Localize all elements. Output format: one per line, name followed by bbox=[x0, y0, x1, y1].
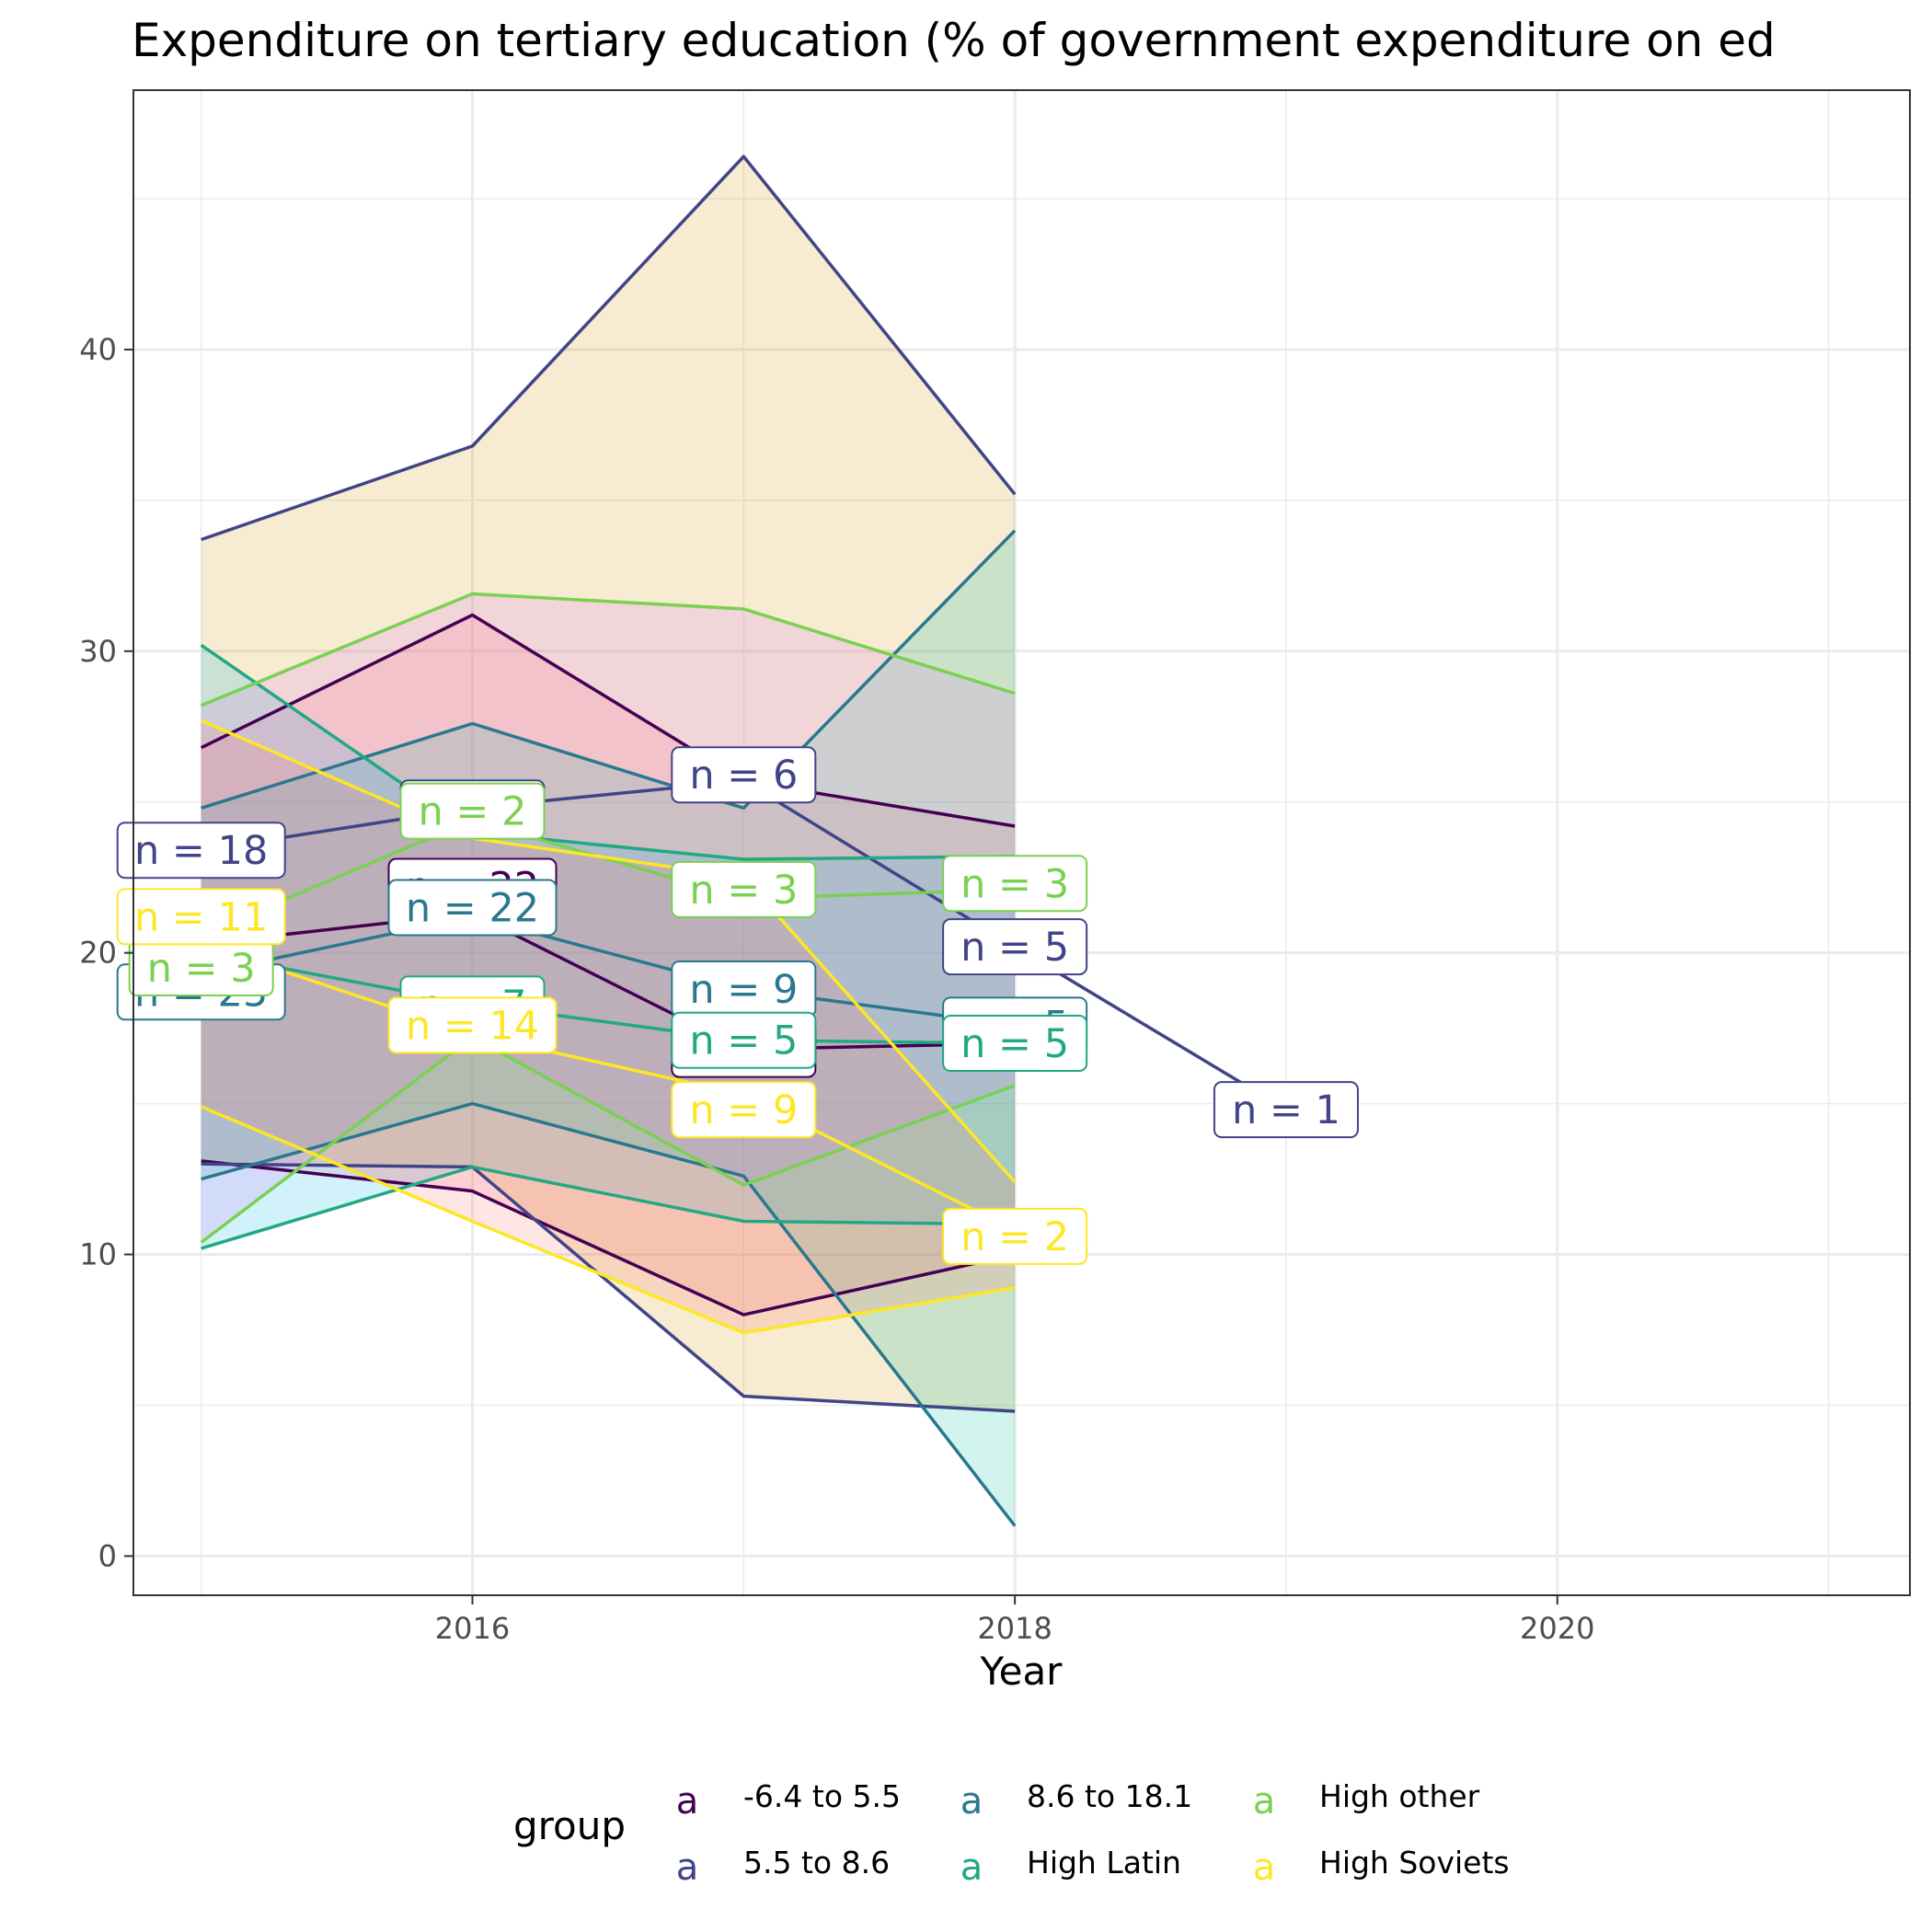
count-label-box bbox=[116, 822, 286, 880]
median-line-5 bbox=[201, 942, 1016, 1232]
count-label-box bbox=[387, 996, 558, 1054]
count-label: n = 5 bbox=[960, 925, 1069, 971]
lower-line-3 bbox=[201, 1165, 1016, 1250]
legend-key-icon: a bbox=[1253, 1846, 1276, 1889]
upper-line-4 bbox=[201, 592, 1016, 707]
count-label-box bbox=[671, 1011, 817, 1069]
legend-entry-label: High Latin bbox=[1027, 1845, 1181, 1880]
count-label-box bbox=[671, 860, 817, 918]
count-label: n = 3 bbox=[689, 868, 798, 914]
y-tick-label: 30 bbox=[79, 634, 117, 669]
upper-line-5 bbox=[201, 719, 1017, 1184]
count-label: n = 2 bbox=[960, 1214, 1069, 1260]
count-label-box bbox=[942, 1015, 1088, 1073]
legend-entry-label: 8.6 to 18.1 bbox=[1027, 1778, 1192, 1814]
series-lines bbox=[200, 155, 1287, 1527]
legend-entry-label: -6.4 to 5.5 bbox=[743, 1778, 901, 1814]
count-label-box bbox=[671, 746, 817, 804]
chart-title: Expenditure on tertiary education (% of … bbox=[132, 14, 1776, 67]
count-label-box bbox=[387, 879, 558, 937]
count-label: n = 6 bbox=[689, 753, 798, 799]
median-line-2 bbox=[201, 914, 1016, 1028]
legend-key-icon: a bbox=[960, 1780, 983, 1823]
legend-key-icon: a bbox=[1253, 1780, 1276, 1823]
y-tick-label: 20 bbox=[79, 936, 117, 971]
x-tick-label: 2018 bbox=[977, 1611, 1052, 1646]
count-label-box bbox=[942, 918, 1088, 976]
count-label-box bbox=[942, 1207, 1088, 1265]
y-tick-label: 40 bbox=[79, 332, 117, 367]
x-tick-label: 2020 bbox=[1520, 1611, 1594, 1646]
x-tick-label: 2016 bbox=[435, 1611, 510, 1646]
upper-line-2 bbox=[201, 529, 1017, 811]
legend-title: group bbox=[513, 1803, 626, 1848]
count-label: n = 22 bbox=[406, 885, 539, 931]
axes: 0 10 20 30 40 2016 2018 2020 bbox=[79, 332, 1594, 1646]
y-tick-label: 0 bbox=[98, 1538, 117, 1573]
count-label: n = 2 bbox=[419, 789, 527, 835]
legend-entry-label: High other bbox=[1319, 1778, 1480, 1814]
count-labels: n = 22 n = 5 n = 18 n = 2 n = 6 n = 5 n = 1 n =… bbox=[116, 746, 1359, 1265]
legend-entry-label: High Soviets bbox=[1319, 1845, 1510, 1880]
count-label: n = 5 bbox=[689, 1018, 798, 1064]
legend: group a -6.4 to 5.5 a 5.5 to 8.6 a 8.6 to 18.… bbox=[513, 1778, 1510, 1889]
legend-key-icon: a bbox=[960, 1846, 983, 1889]
lower-line-0 bbox=[201, 1159, 1016, 1317]
count-label-box bbox=[671, 1081, 817, 1139]
count-label: n = 3 bbox=[960, 861, 1069, 907]
upper-line-1 bbox=[201, 155, 1017, 542]
upper-line-3 bbox=[200, 643, 1016, 861]
count-label-box bbox=[399, 782, 546, 840]
count-label: n = 11 bbox=[134, 894, 268, 940]
plot-panel bbox=[133, 90, 1910, 1595]
lower-line-5 bbox=[201, 1105, 1016, 1335]
count-label-box bbox=[1213, 1081, 1359, 1139]
count-label: n = 3 bbox=[147, 946, 256, 992]
count-label: n = 1 bbox=[1232, 1087, 1340, 1133]
count-label: n = 5 bbox=[960, 1021, 1069, 1067]
median-line-3 bbox=[201, 950, 1016, 1045]
count-label-box bbox=[942, 855, 1088, 913]
legend-key-icon: a bbox=[676, 1780, 699, 1823]
legend-key-icon: a bbox=[676, 1846, 699, 1889]
legend-entry-label: 5.5 to 8.6 bbox=[743, 1845, 890, 1880]
upper-line-0 bbox=[200, 613, 1016, 828]
median-line-0 bbox=[201, 912, 1016, 1052]
count-label: n = 14 bbox=[406, 1003, 539, 1049]
y-tick-label: 10 bbox=[79, 1237, 117, 1272]
plot-border bbox=[132, 89, 1911, 1596]
x-axis-title: Year bbox=[980, 1649, 1064, 1694]
count-label: n = 9 bbox=[689, 1087, 798, 1133]
count-label: n = 18 bbox=[134, 828, 268, 874]
count-label: n = 9 bbox=[689, 967, 798, 1013]
lower-line-4 bbox=[200, 1035, 1016, 1244]
count-label-box bbox=[116, 888, 286, 946]
